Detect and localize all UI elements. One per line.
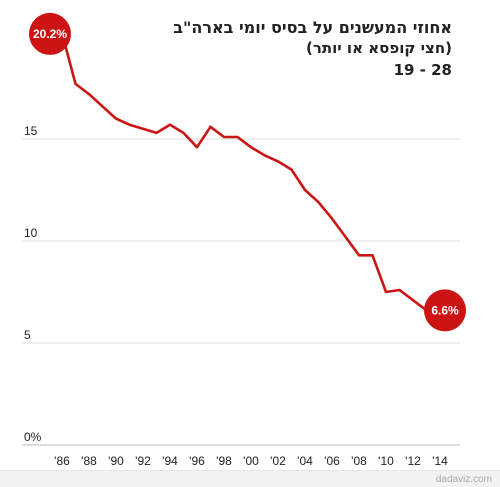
- x-tick-label: '12: [405, 454, 421, 468]
- y-tick-label: 0%: [24, 430, 42, 444]
- annotation-bubble: [424, 289, 466, 332]
- x-tick-label: '94: [162, 454, 178, 468]
- x-tick-label: '14: [432, 454, 448, 468]
- x-tick-label: '98: [216, 454, 232, 468]
- x-tick-label: '96: [189, 454, 205, 468]
- x-tick-label: '04: [297, 454, 313, 468]
- x-tick-label: '88: [81, 454, 97, 468]
- title-block: אחוזי המעשנים על בסיס יומי בארה"ב (חצי ק…: [173, 18, 452, 80]
- chart-subtitle: (חצי קופסא או יותר): [306, 39, 452, 57]
- age-range-label: 19 - 28: [393, 61, 452, 79]
- x-tick-label: '92: [135, 454, 151, 468]
- y-tick-label: 15: [24, 124, 38, 138]
- x-tick-label: '86: [54, 454, 70, 468]
- y-tick-label: 5: [24, 328, 31, 342]
- chart-title: אחוזי המעשנים על בסיס יומי בארה"ב: [173, 18, 452, 37]
- x-tick-label: '06: [324, 454, 340, 468]
- credit-text: dadaviz.com: [435, 474, 492, 485]
- y-tick-label: 10: [24, 226, 38, 240]
- x-tick-label: '10: [378, 454, 394, 468]
- x-tick-label: '02: [270, 454, 286, 468]
- x-tick-label: '00: [243, 454, 259, 468]
- x-tick-label: '90: [108, 454, 124, 468]
- annotation-bubble: [29, 12, 71, 55]
- series-line: [60, 31, 442, 312]
- x-tick-label: '08: [351, 454, 367, 468]
- annotation-label: 20.2%: [33, 27, 67, 41]
- annotation-label: 6.6%: [431, 303, 459, 317]
- footer-bar: dadaviz.com: [0, 470, 500, 487]
